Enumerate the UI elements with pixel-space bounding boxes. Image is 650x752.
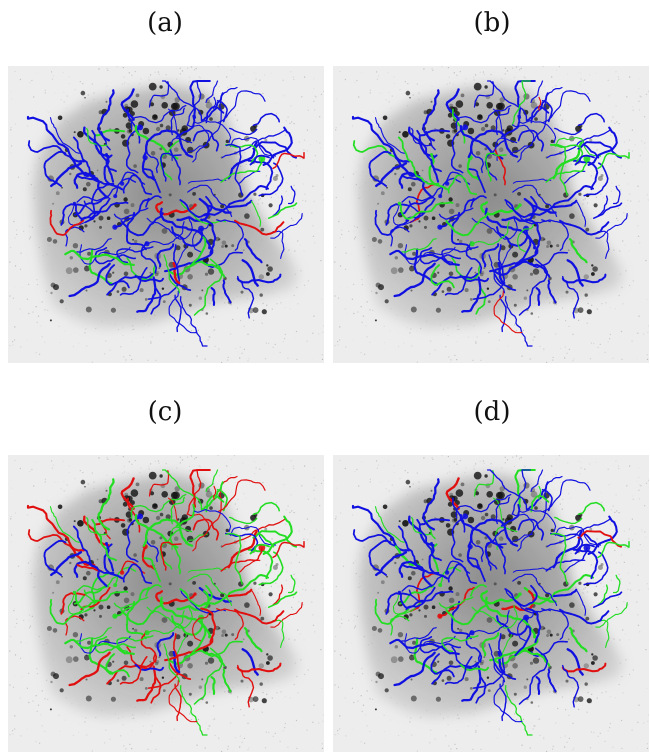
- panel-b-svg: [333, 66, 649, 363]
- track-blob: [105, 153, 108, 156]
- track-blob: [112, 225, 117, 230]
- panel-label-d: (d): [452, 397, 532, 427]
- track-blob: [73, 591, 76, 594]
- track-blob: [145, 241, 150, 246]
- track-blob: [398, 591, 401, 594]
- track-blob: [193, 203, 196, 206]
- panel-c-svg: [8, 455, 324, 752]
- panel-b-image: [333, 66, 649, 363]
- track-blob: [120, 181, 124, 185]
- panel-a-image: [8, 66, 324, 363]
- track-blob: [120, 570, 124, 574]
- panel-c-image: [8, 455, 324, 752]
- panel-label-a: (a): [125, 8, 205, 38]
- track-blob: [105, 542, 108, 545]
- track-blob: [137, 513, 143, 519]
- track-blob: [193, 592, 196, 595]
- track-blob: [437, 614, 442, 619]
- panel-label-b: (b): [452, 8, 532, 38]
- track-blob: [137, 124, 143, 130]
- track-blob: [462, 513, 468, 519]
- track-blob: [438, 583, 442, 587]
- track-blob: [445, 181, 449, 185]
- panel-d-svg: [333, 455, 649, 752]
- track-blob: [518, 203, 521, 206]
- track-blob: [470, 630, 475, 635]
- track-blob: [518, 592, 521, 595]
- track-blob: [113, 583, 117, 587]
- panel-label-c: (c): [125, 397, 205, 427]
- track-blob: [145, 630, 150, 635]
- track-blob: [430, 153, 433, 156]
- panel-d-image: [333, 455, 649, 752]
- track-blob: [462, 124, 468, 130]
- track-blob: [470, 241, 475, 246]
- track-blob: [398, 202, 401, 205]
- track-blob: [445, 570, 449, 574]
- track-blob: [73, 202, 76, 205]
- track-blob: [112, 614, 117, 619]
- track-blob: [438, 194, 442, 198]
- track-blob: [430, 542, 433, 545]
- panel-a-svg: [8, 66, 324, 363]
- track-blob: [113, 194, 117, 198]
- track-blob: [437, 225, 442, 230]
